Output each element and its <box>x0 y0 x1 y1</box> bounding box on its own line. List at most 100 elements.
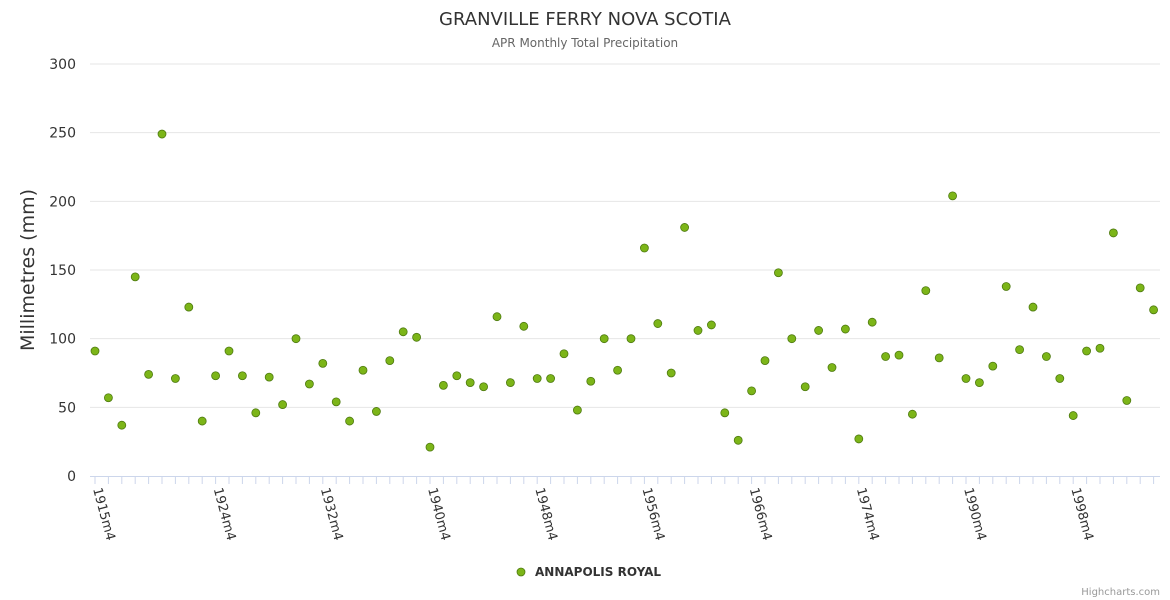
data-point[interactable] <box>800 382 810 392</box>
x-axis-tick-labels: 1915m4 1924m4 1932m4 1940m4 1948m4 1956m4 1966… <box>89 486 1096 542</box>
data-point[interactable] <box>264 372 274 382</box>
data-point[interactable] <box>787 334 797 344</box>
data-point[interactable] <box>479 382 489 392</box>
data-point[interactable] <box>1135 283 1145 293</box>
data-point[interactable] <box>559 349 569 359</box>
data-point[interactable] <box>291 334 301 344</box>
data-point[interactable] <box>908 409 917 419</box>
y-tick-label: 50 <box>58 400 76 416</box>
data-point[interactable] <box>546 374 555 383</box>
data-point[interactable] <box>774 268 783 278</box>
data-point[interactable] <box>1095 343 1105 353</box>
data-point[interactable] <box>519 321 529 331</box>
data-point[interactable] <box>452 371 462 381</box>
data-point[interactable] <box>707 320 716 330</box>
data-point[interactable] <box>224 346 234 356</box>
data-point[interactable] <box>934 353 944 363</box>
data-point[interactable] <box>1015 345 1024 355</box>
data-point[interactable] <box>532 374 542 383</box>
data-points <box>90 129 1158 452</box>
y-tick-label: 0 <box>67 469 76 485</box>
x-tick-label: 1966m4 <box>746 486 774 542</box>
data-point[interactable] <box>599 334 609 344</box>
data-point[interactable] <box>1001 282 1011 291</box>
data-point[interactable] <box>680 223 689 232</box>
data-point[interactable] <box>104 393 113 403</box>
data-point[interactable] <box>1122 396 1132 405</box>
data-point[interactable] <box>1109 228 1118 238</box>
data-point[interactable] <box>345 416 355 426</box>
data-point[interactable] <box>170 374 180 383</box>
data-point[interactable] <box>385 356 395 366</box>
data-point[interactable] <box>1068 411 1078 420</box>
data-point[interactable] <box>197 416 207 426</box>
data-point[interactable] <box>626 334 636 344</box>
legend[interactable]: ANNAPOLIS ROYAL <box>516 565 661 579</box>
data-point[interactable] <box>1149 305 1158 315</box>
data-point[interactable] <box>425 442 435 452</box>
data-point[interactable] <box>613 365 622 375</box>
chart-subtitle: APR Monthly Total Precipitation <box>492 36 678 50</box>
y-axis-tick-labels: 0 50 100 150 200 250 300 <box>49 57 76 485</box>
data-point[interactable] <box>157 129 167 139</box>
data-point[interactable] <box>331 397 341 407</box>
data-point[interactable] <box>586 376 596 386</box>
data-point[interactable] <box>975 378 984 388</box>
data-point[interactable] <box>1042 352 1051 361</box>
data-point[interactable] <box>760 356 770 366</box>
data-point[interactable] <box>1028 302 1038 312</box>
y-tick-label: 150 <box>49 263 76 279</box>
data-point[interactable] <box>841 324 850 334</box>
data-point[interactable] <box>653 319 663 328</box>
data-point[interactable] <box>640 243 649 253</box>
data-point[interactable] <box>412 332 422 342</box>
data-point[interactable] <box>814 326 823 335</box>
data-point[interactable] <box>666 368 676 378</box>
data-point[interactable] <box>733 435 743 445</box>
data-point[interactable] <box>881 352 890 361</box>
data-point[interactable] <box>854 434 864 444</box>
x-tick-label: 1915m4 <box>89 486 117 542</box>
data-point[interactable] <box>465 378 475 388</box>
x-tick-label: 1948m4 <box>531 486 559 542</box>
data-point[interactable] <box>827 363 837 372</box>
data-point[interactable] <box>921 286 931 296</box>
data-point[interactable] <box>184 302 194 312</box>
x-tick-label: 1956m4 <box>639 486 667 542</box>
legend-item-annapolis-royal[interactable]: ANNAPOLIS ROYAL <box>535 565 661 579</box>
y-tick-label: 200 <box>49 194 76 210</box>
chart-title: GRANVILLE FERRY NOVA SCOTIA <box>439 9 732 30</box>
data-point[interactable] <box>1082 346 1091 356</box>
data-point[interactable] <box>961 374 971 383</box>
data-point[interactable] <box>492 312 502 322</box>
data-point[interactable] <box>130 272 140 282</box>
credits-link[interactable]: Highcharts.com <box>1081 587 1160 598</box>
x-axis <box>90 476 1160 484</box>
data-point[interactable] <box>371 407 381 416</box>
data-point[interactable] <box>438 380 448 390</box>
data-point[interactable] <box>211 371 221 381</box>
data-point[interactable] <box>573 405 582 415</box>
data-point[interactable] <box>398 327 408 337</box>
data-point[interactable] <box>318 358 328 368</box>
data-point[interactable] <box>304 379 314 389</box>
data-point[interactable] <box>117 420 127 430</box>
data-point[interactable] <box>278 400 288 409</box>
data-point[interactable] <box>358 365 368 375</box>
data-point[interactable] <box>251 408 261 418</box>
data-point[interactable] <box>237 371 247 381</box>
data-point[interactable] <box>988 361 998 371</box>
data-point[interactable] <box>867 317 877 327</box>
data-point[interactable] <box>948 191 957 201</box>
legend-marker-icon <box>516 567 526 577</box>
x-tick-label: 1932m4 <box>317 486 345 542</box>
data-point[interactable] <box>1055 374 1065 383</box>
data-point[interactable] <box>747 386 756 396</box>
data-point[interactable] <box>693 326 703 335</box>
data-point[interactable] <box>720 408 730 418</box>
data-point[interactable] <box>144 369 154 379</box>
data-point[interactable] <box>505 378 515 388</box>
data-point[interactable] <box>894 350 904 360</box>
data-point[interactable] <box>90 346 100 356</box>
